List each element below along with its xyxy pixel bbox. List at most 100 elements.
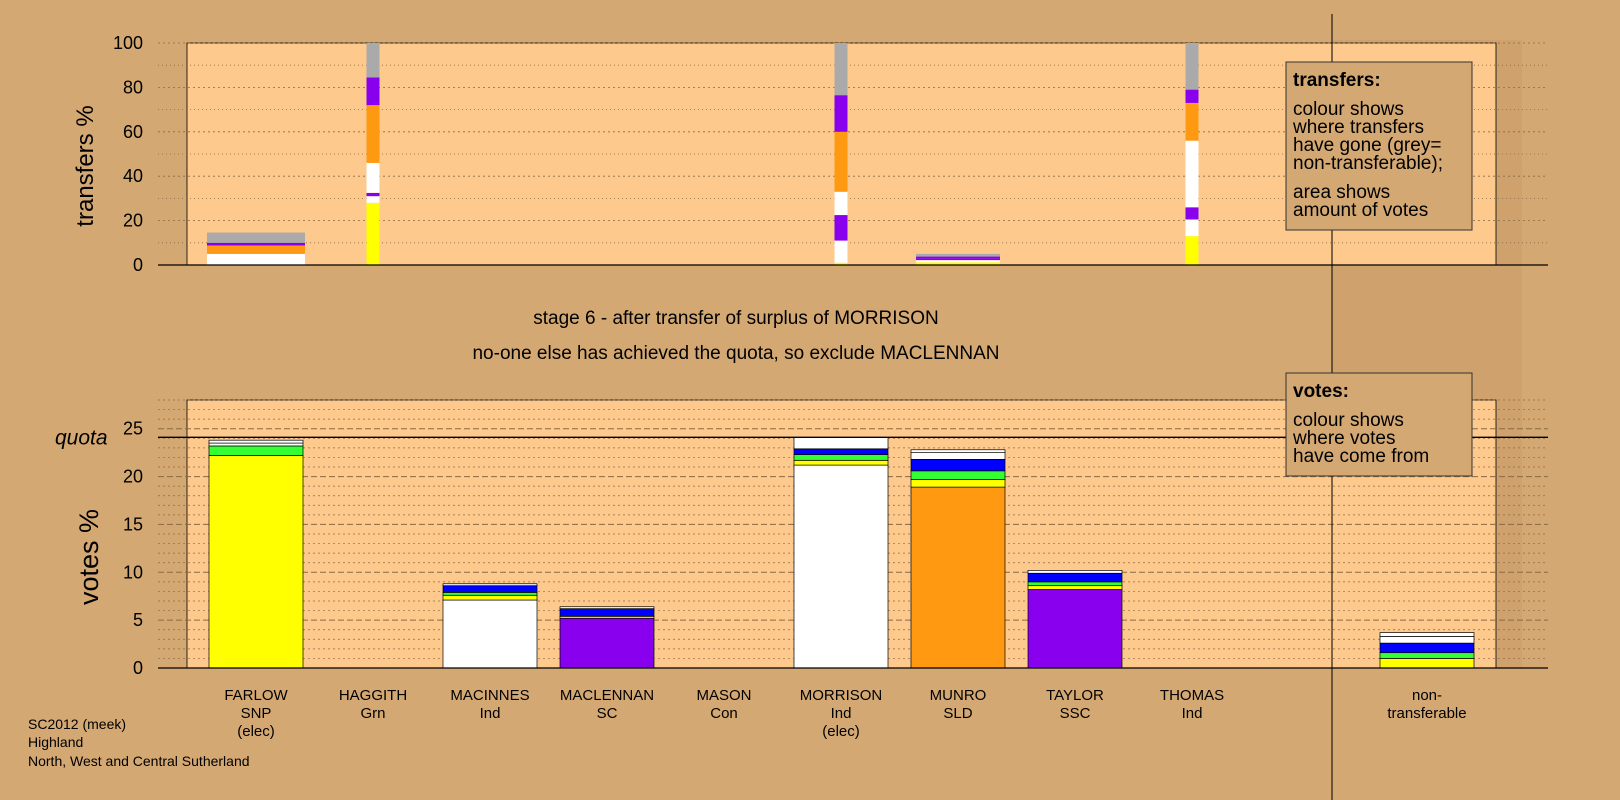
- candidate-party: Con: [710, 705, 738, 722]
- transfer-segment: [834, 131, 848, 192]
- candidate-name: HAGGITH: [339, 687, 407, 704]
- candidate-name: THOMAS: [1160, 687, 1224, 704]
- votes-tick-label: 10: [123, 562, 143, 582]
- vote-segment: [1379, 636, 1475, 644]
- vote-segment: [208, 445, 304, 456]
- candidate-party: Ind: [480, 705, 501, 722]
- vote-segment: [442, 583, 538, 587]
- vote-segment: [559, 617, 655, 669]
- candidate-party: SNP: [241, 705, 272, 722]
- vote-segment: [793, 464, 889, 669]
- transfers-legend-line: colour shows: [1293, 99, 1404, 120]
- transfer-segment: [1185, 219, 1199, 237]
- transfers-y-label: transfers %: [72, 105, 99, 226]
- transfers-tick-label: 100: [113, 33, 143, 53]
- vote-segment: [793, 459, 889, 466]
- stage-action: no-one else has achieved the quota, so e…: [472, 343, 999, 364]
- transfer-segment: [834, 43, 848, 96]
- transfer-segment: [834, 240, 848, 263]
- transfer-segment: [207, 232, 305, 243]
- vote-segment: [1027, 581, 1123, 587]
- transfer-segment: [1185, 236, 1199, 265]
- votes-legend-line: have come from: [1293, 446, 1429, 467]
- transfer-segment: [207, 242, 305, 246]
- vote-segment: [910, 486, 1006, 669]
- candidate-name: MACINNES: [450, 687, 529, 704]
- transfer-segment: [1185, 89, 1199, 103]
- candidate-name: MORRISON: [800, 687, 883, 704]
- votes-tick-label: 5: [133, 610, 143, 630]
- transfers-tick-label: 60: [123, 122, 143, 142]
- vote-segment: [910, 449, 1006, 453]
- vote-segment: [208, 439, 304, 444]
- candidate-party: SSC: [1060, 705, 1091, 722]
- footer-ward: North, West and Central Sutherland: [28, 753, 250, 769]
- transfer-segment: [916, 253, 1000, 257]
- transfer-segment: [916, 256, 1000, 259]
- transfer-segment: [916, 262, 1000, 265]
- vote-segment: [910, 452, 1006, 460]
- vote-segment: [793, 436, 889, 450]
- candidate-name: FARLOW: [224, 687, 288, 704]
- votes-legend-line: where votes: [1292, 428, 1395, 449]
- transfer-segment: [1185, 43, 1199, 90]
- transfer-segment: [1185, 207, 1199, 220]
- votes-tick-label: 0: [133, 658, 143, 678]
- votes-legend-line: colour shows: [1293, 410, 1404, 431]
- candidate-name: TAYLOR: [1046, 687, 1104, 704]
- transfers-tick-label: 0: [133, 255, 143, 275]
- transfer-segment: [366, 105, 380, 163]
- candidate-status: (elec): [822, 723, 860, 740]
- vote-segment: [1379, 632, 1475, 637]
- transfers-legend-line: non-transferable);: [1293, 153, 1443, 174]
- candidate-party: SC: [597, 705, 618, 722]
- vote-segment: [793, 454, 889, 461]
- vote-segment: [1379, 642, 1475, 654]
- vote-segment: [910, 479, 1006, 488]
- candidate-name: non-: [1412, 687, 1442, 704]
- transfers-tick-label: 40: [123, 166, 143, 186]
- vote-segment: [442, 585, 538, 593]
- vote-segment: [1027, 589, 1123, 669]
- candidate-party: Ind: [1182, 705, 1203, 722]
- vote-segment: [1027, 570, 1123, 574]
- stage-title: stage 6 - after transfer of surplus of M…: [533, 308, 938, 329]
- transfers-legend-line: have gone (grey=: [1293, 135, 1441, 156]
- vote-segment: [442, 599, 538, 669]
- transfer-segment: [1185, 102, 1199, 141]
- transfers-tick-label: 20: [123, 211, 143, 231]
- footer-method: SC2012 (meek): [28, 716, 126, 732]
- vote-segment: [910, 470, 1006, 480]
- footer-council: Highland: [28, 734, 83, 750]
- candidate-status: (elec): [237, 723, 275, 740]
- candidate-labels: FARLOWSNP(elec)HAGGITHGrnMACINNESIndMACL…: [224, 687, 1466, 740]
- vote-segment: [208, 442, 304, 447]
- transfers-bars: [207, 43, 1199, 265]
- vote-segment: [208, 455, 304, 669]
- votes-legend: votes: colour shows where votes have com…: [1285, 372, 1473, 477]
- transfer-segment: [916, 260, 1000, 263]
- votes-tick-label: 15: [123, 514, 143, 534]
- transfers-legend: transfers: colour shows where transfers …: [1285, 61, 1473, 231]
- transfer-segment: [834, 95, 848, 132]
- vote-segment: [559, 608, 655, 617]
- transfers-grid: [158, 42, 1548, 244]
- transfer-segment: [207, 259, 305, 265]
- transfers-legend-line: area shows: [1293, 182, 1390, 203]
- transfer-segment: [366, 202, 380, 265]
- transfer-segment: [366, 196, 380, 203]
- candidate-party: SLD: [943, 705, 972, 722]
- votes-tick-label: 20: [123, 467, 143, 487]
- candidate-label: non-transferable: [1387, 687, 1466, 722]
- votes-tick-label: 25: [123, 419, 143, 439]
- candidate-name: MACLENNAN: [560, 687, 654, 704]
- transfer-segment: [366, 162, 380, 193]
- vote-segment: [442, 594, 538, 601]
- quota-label: quota: [55, 426, 108, 449]
- vote-segment: [1027, 585, 1123, 590]
